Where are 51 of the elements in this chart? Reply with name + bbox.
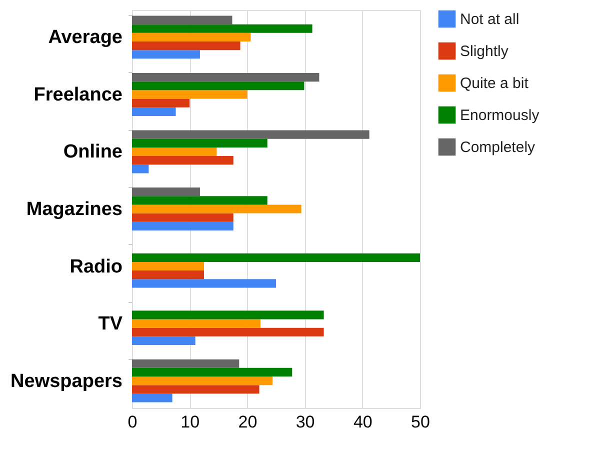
bar xyxy=(132,204,302,214)
bar xyxy=(132,156,234,165)
y-tick-label: Radio xyxy=(70,256,122,278)
bar xyxy=(132,107,176,116)
bar xyxy=(132,336,196,346)
y-tick-label: Magazines xyxy=(26,199,122,220)
bar xyxy=(132,376,273,386)
x-tick-label: 20 xyxy=(238,412,258,432)
bar xyxy=(132,394,172,402)
bar xyxy=(132,164,149,174)
bar xyxy=(132,196,268,205)
y-tick-label: Freelance xyxy=(34,84,122,106)
x-tick-label: 40 xyxy=(353,412,372,432)
bar xyxy=(132,138,268,148)
bar xyxy=(132,385,260,394)
bar xyxy=(132,310,324,320)
bar xyxy=(132,72,320,82)
bar xyxy=(132,82,304,90)
bar xyxy=(132,41,240,50)
bar xyxy=(132,359,240,368)
legend-label: Slightly xyxy=(460,43,509,60)
x-tick-label: 30 xyxy=(296,412,315,432)
y-tick-label: Average xyxy=(48,27,122,48)
legend-label: Enormously xyxy=(460,107,540,124)
y-tick-label: Online xyxy=(63,142,122,163)
x-tick-label: 10 xyxy=(180,412,200,432)
bar xyxy=(132,188,200,196)
bar xyxy=(132,213,234,222)
bar xyxy=(132,147,217,156)
y-tick-label: Newspapers xyxy=(10,370,122,392)
bar xyxy=(132,16,232,24)
bar xyxy=(132,130,370,139)
bar xyxy=(132,279,276,288)
legend-label: Quite a bit xyxy=(460,75,530,92)
bar xyxy=(132,50,200,59)
bar xyxy=(132,270,204,280)
bar xyxy=(132,328,324,336)
bar xyxy=(132,319,260,328)
x-tick-label: 50 xyxy=(411,412,430,432)
bar xyxy=(132,32,251,42)
bar xyxy=(132,222,234,230)
bar xyxy=(132,24,312,33)
x-tick-label: 0 xyxy=(128,412,138,432)
bar xyxy=(132,90,248,99)
bar xyxy=(132,253,420,262)
bar xyxy=(132,98,190,108)
y-tick-label: TV xyxy=(98,314,123,335)
legend-label: Completely xyxy=(460,139,536,156)
legend-label: Not at all xyxy=(460,11,520,28)
bar xyxy=(132,368,292,377)
bar xyxy=(132,262,204,271)
